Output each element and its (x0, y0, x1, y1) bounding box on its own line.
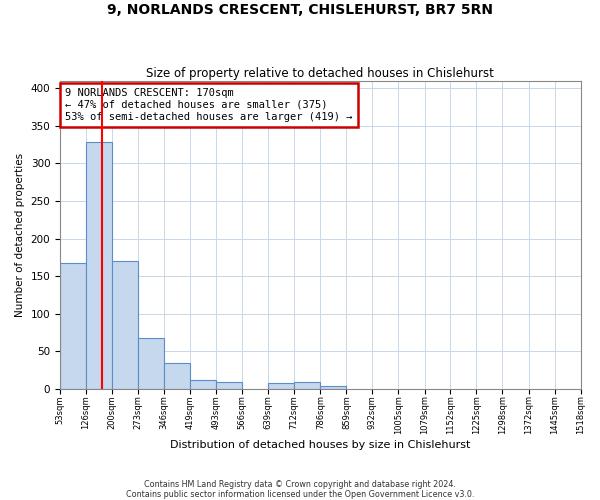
Bar (138, 338, 164, 389)
Title: Size of property relative to detached houses in Chislehurst: Size of property relative to detached ho… (146, 66, 494, 80)
Bar (320, 386, 346, 389)
Bar (190, 380, 217, 389)
Text: 9 NORLANDS CRESCENT: 170sqm
← 47% of detached houses are smaller (375)
53% of se: 9 NORLANDS CRESCENT: 170sqm ← 47% of det… (65, 88, 353, 122)
Bar (86, 142, 112, 389)
Bar (217, 382, 242, 389)
Bar (294, 382, 320, 389)
Bar (60, 262, 86, 389)
Text: 9, NORLANDS CRESCENT, CHISLEHURST, BR7 5RN: 9, NORLANDS CRESCENT, CHISLEHURST, BR7 5… (107, 2, 493, 16)
X-axis label: Distribution of detached houses by size in Chislehurst: Distribution of detached houses by size … (170, 440, 470, 450)
Bar (268, 383, 294, 389)
Bar (164, 364, 190, 389)
Text: Contains HM Land Registry data © Crown copyright and database right 2024.
Contai: Contains HM Land Registry data © Crown c… (126, 480, 474, 499)
Bar (112, 261, 138, 389)
Y-axis label: Number of detached properties: Number of detached properties (15, 153, 25, 317)
